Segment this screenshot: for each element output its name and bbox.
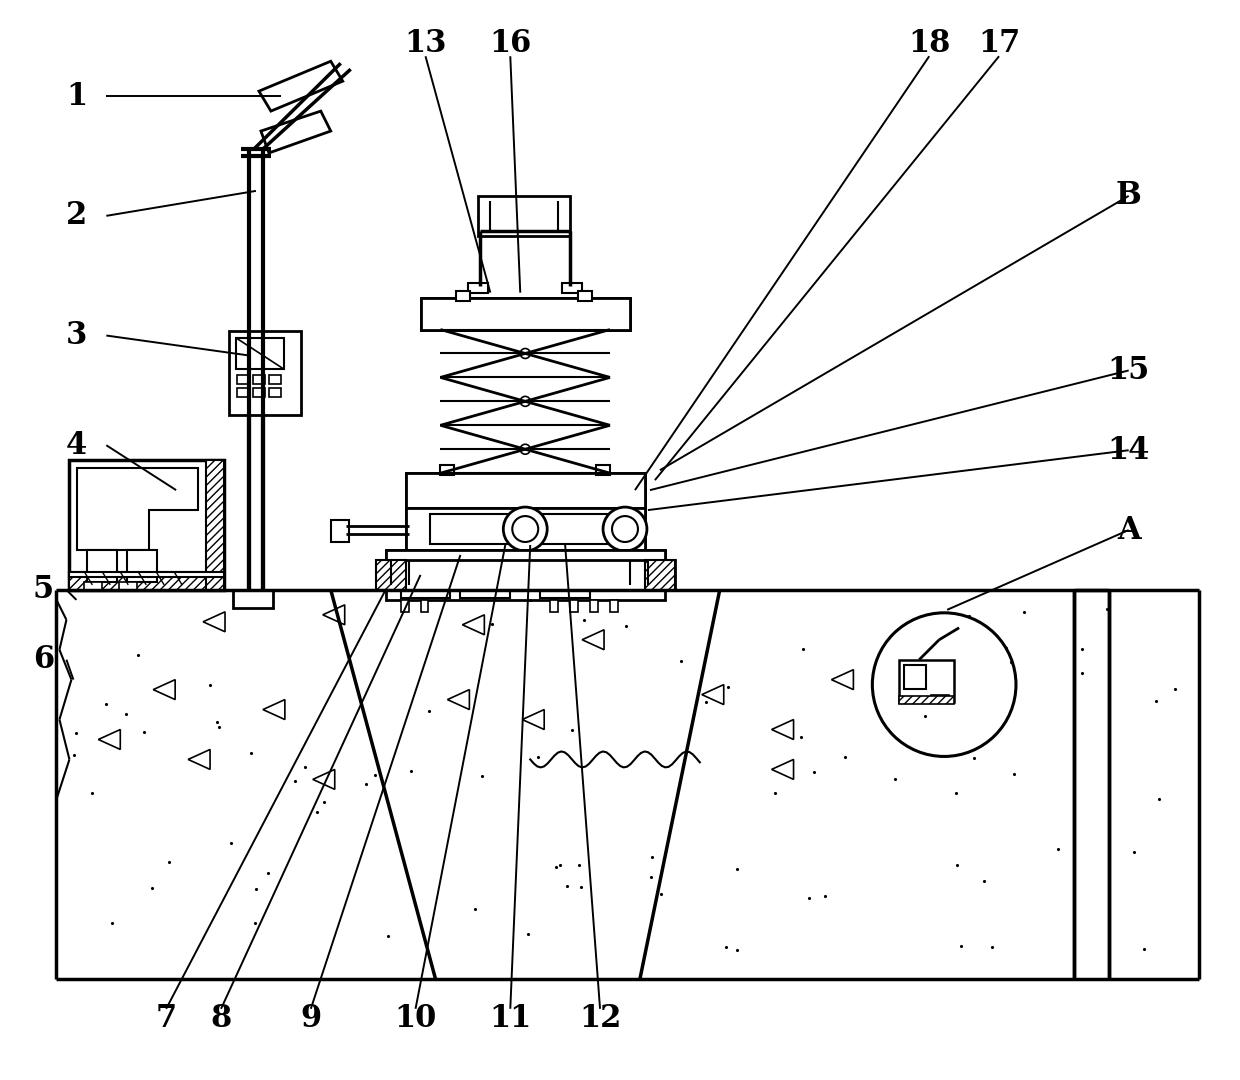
Bar [128,550,157,582]
Bar [899,696,954,703]
Bar [596,465,610,475]
Polygon shape [448,690,470,710]
Bar [590,599,598,611]
Circle shape [613,516,637,542]
Text: 7: 7 [155,1003,177,1035]
Polygon shape [771,759,794,780]
Text: 15: 15 [1107,355,1149,386]
Circle shape [521,444,531,455]
Polygon shape [203,611,224,632]
Bar [237,376,249,384]
Text: 17: 17 [978,28,1021,58]
Text: A: A [1117,514,1141,545]
Polygon shape [259,62,342,111]
Polygon shape [463,615,485,635]
Polygon shape [582,630,604,650]
Text: 4: 4 [66,430,87,461]
Text: 10: 10 [394,1003,436,1035]
Bar [401,599,408,611]
Polygon shape [98,729,120,750]
Bar [899,660,954,702]
Polygon shape [832,670,853,690]
Bar [440,465,454,475]
Bar [84,582,103,590]
Circle shape [503,508,547,551]
Text: 9: 9 [300,1003,321,1035]
Bar [376,559,405,590]
Bar [541,580,590,598]
Bar [460,580,511,598]
Bar [405,508,645,550]
Bar [253,376,265,384]
Bar [233,590,273,608]
Bar [469,283,489,293]
Bar [610,599,618,611]
Bar [420,298,630,329]
Bar [401,580,450,598]
Bar [420,298,630,329]
Bar [456,291,470,300]
Bar [237,389,249,397]
Bar [386,578,665,599]
Bar [386,550,665,578]
Text: 18: 18 [908,28,950,58]
Circle shape [873,612,1016,756]
Polygon shape [154,679,175,700]
Polygon shape [188,750,210,769]
Polygon shape [263,700,285,719]
Text: 8: 8 [211,1003,232,1035]
Bar [931,694,949,703]
Polygon shape [322,605,345,625]
Bar [551,599,558,611]
Text: 16: 16 [489,28,532,58]
Text: 6: 6 [33,644,55,675]
Bar [405,473,645,508]
Circle shape [521,349,531,359]
Text: B: B [1116,180,1142,212]
Bar [562,283,582,293]
Bar [269,389,281,397]
Bar [236,338,284,369]
Polygon shape [941,710,963,729]
Bar [430,514,620,544]
Bar [904,664,926,689]
Bar [69,572,224,577]
Bar [479,195,570,235]
Bar [69,572,224,590]
Polygon shape [260,111,331,153]
Text: 1: 1 [66,81,87,111]
Bar [645,559,675,590]
Text: 5: 5 [33,575,55,606]
Circle shape [521,396,531,406]
Polygon shape [771,719,794,740]
Bar [376,559,675,590]
Polygon shape [312,769,335,789]
Text: 11: 11 [489,1003,532,1035]
Text: 2: 2 [66,200,87,231]
Bar [253,389,265,397]
Bar [269,376,281,384]
Text: 3: 3 [66,320,87,351]
Text: 13: 13 [404,28,446,58]
Bar [386,550,665,578]
Circle shape [512,516,538,542]
Bar [578,291,591,300]
Bar [229,330,301,416]
Bar [206,460,224,590]
Polygon shape [77,469,198,550]
Polygon shape [522,710,544,729]
Bar [69,460,224,590]
Text: 12: 12 [579,1003,621,1035]
Text: 14: 14 [1107,435,1149,465]
Bar [405,473,645,508]
Circle shape [603,508,647,551]
Bar [405,508,645,550]
Bar [331,521,348,542]
Polygon shape [702,685,724,704]
Bar [570,599,578,611]
Bar [87,550,118,582]
Bar [119,582,138,590]
Bar [420,599,429,611]
